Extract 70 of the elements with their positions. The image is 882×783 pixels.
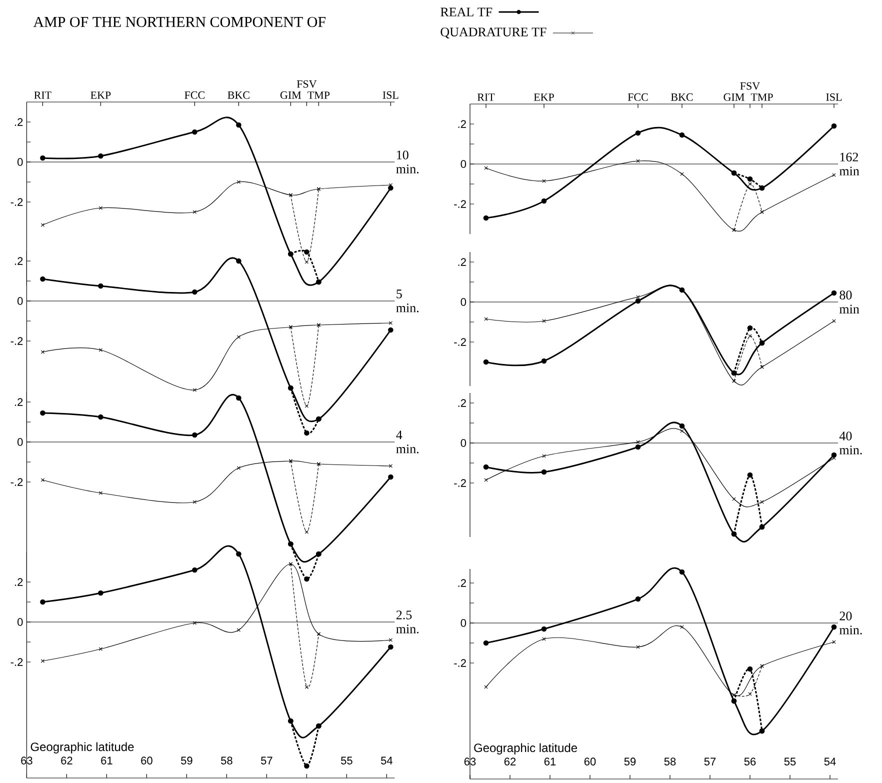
text: 4 min. [396, 430, 419, 454]
text: ISL [382, 91, 398, 99]
text: EKP [534, 94, 554, 101]
y-tick-label: -.2 [454, 479, 466, 487]
y-tick-label: -.2 [10, 337, 23, 345]
x-tick-label: 62 [504, 758, 516, 766]
text: BKC [228, 91, 250, 99]
text: 20 min. [839, 612, 862, 634]
y-tick-label: 0 [17, 158, 23, 166]
x-tick-label: 58 [221, 756, 232, 764]
y-tick-label: 0 [460, 160, 466, 168]
x-tick-label: 61 [101, 756, 112, 764]
x-axis-title: Geographic latitude [474, 743, 578, 754]
x-tick-label: 56 [744, 758, 756, 766]
text: GIM [724, 93, 744, 101]
text: 162 min [839, 152, 860, 176]
y-tick-label: 0 [17, 618, 23, 626]
text: EKP [90, 92, 111, 99]
x-tick-label: 59 [181, 756, 192, 764]
x-tick-label: 57 [704, 758, 716, 766]
text: TMP [308, 92, 330, 99]
x-tick-label: 60 [584, 758, 596, 766]
y-tick-label: .2 [458, 120, 466, 128]
x-tick-label: 61 [544, 758, 556, 766]
text: FSV [740, 82, 760, 90]
y-tick-label: -.2 [10, 198, 23, 206]
y-tick-label: .2 [15, 118, 23, 126]
y-tick-label: -.2 [10, 658, 23, 666]
x-tick-label: 54 [381, 756, 392, 764]
y-tick-label: -.2 [454, 338, 466, 346]
x-tick-label: 54 [824, 758, 836, 766]
text: BKC [671, 93, 693, 101]
text: ISL [826, 93, 842, 101]
text: RIT [34, 92, 52, 99]
y-tick-label: .2 [15, 257, 23, 265]
y-tick-label: .2 [15, 398, 23, 406]
legend-label: QUADRATURE TF [440, 28, 546, 38]
x-tick-label: 55 [784, 758, 796, 766]
x-tick-label: 62 [61, 756, 72, 764]
y-tick-label: -.2 [454, 200, 466, 208]
y-tick-label: 0 [460, 298, 466, 306]
chart-title: AMP OF THE NORTHERN COMPONENT OF [33, 16, 326, 28]
text: TMP [750, 94, 773, 101]
y-tick-label: .2 [458, 399, 466, 407]
y-tick-label: 0 [460, 439, 466, 447]
y-tick-label: -.2 [10, 478, 23, 486]
x-tick-label: 59 [624, 758, 636, 766]
text: 2.5 min. [396, 610, 419, 634]
y-tick-label: 0 [17, 438, 23, 446]
text: GIM [280, 91, 302, 99]
y-tick-label: -.2 [454, 659, 466, 667]
text: 40 min. [839, 432, 862, 454]
x-tick-label: 57 [261, 756, 272, 764]
text: FSV [296, 80, 317, 88]
y-tick-label: .2 [458, 258, 466, 266]
y-tick-label: .2 [458, 579, 466, 587]
text: 10 min. [396, 150, 419, 174]
text: 80 min [839, 290, 860, 314]
y-tick-label: 0 [460, 619, 466, 627]
legend-label: REAL TF [440, 8, 492, 16]
x-tick-label: 58 [664, 758, 676, 766]
x-axis-title: Geographic latitude [30, 742, 134, 754]
text: FCC [184, 91, 204, 99]
x-tick-label: 60 [141, 756, 152, 764]
text: 5 min. [396, 290, 419, 312]
y-tick-label: 0 [17, 297, 23, 305]
text: FCC [628, 93, 648, 101]
text: RIT [477, 94, 495, 101]
x-tick-label: 55 [341, 756, 352, 764]
y-tick-label: .2 [15, 578, 23, 586]
